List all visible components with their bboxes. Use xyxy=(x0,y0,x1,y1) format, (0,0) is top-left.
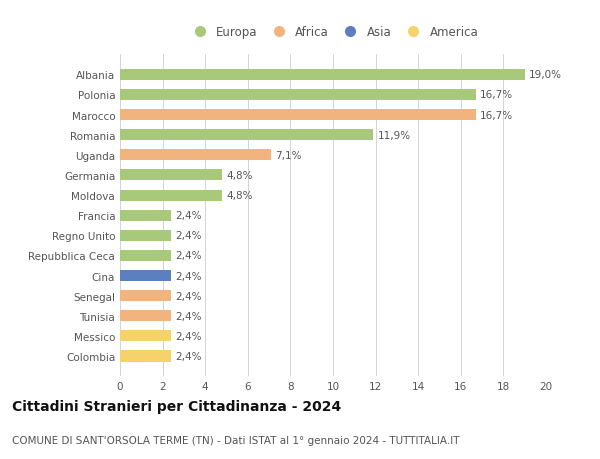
Text: 11,9%: 11,9% xyxy=(378,130,411,140)
Text: 2,4%: 2,4% xyxy=(175,351,202,361)
Text: 7,1%: 7,1% xyxy=(275,151,302,161)
Bar xyxy=(120,291,171,302)
Bar xyxy=(120,130,373,141)
Text: 2,4%: 2,4% xyxy=(175,231,202,241)
Bar xyxy=(120,250,171,262)
Legend: Europa, Africa, Asia, America: Europa, Africa, Asia, America xyxy=(184,22,482,42)
Bar xyxy=(120,330,171,341)
Text: 16,7%: 16,7% xyxy=(480,110,513,120)
Text: 2,4%: 2,4% xyxy=(175,291,202,301)
Text: 4,8%: 4,8% xyxy=(227,190,253,201)
Text: 2,4%: 2,4% xyxy=(175,211,202,221)
Text: 19,0%: 19,0% xyxy=(529,70,562,80)
Bar xyxy=(120,351,171,362)
Bar xyxy=(120,170,222,181)
Text: COMUNE DI SANT'ORSOLA TERME (TN) - Dati ISTAT al 1° gennaio 2024 - TUTTITALIA.IT: COMUNE DI SANT'ORSOLA TERME (TN) - Dati … xyxy=(12,435,460,445)
Text: 16,7%: 16,7% xyxy=(480,90,513,100)
Text: 2,4%: 2,4% xyxy=(175,311,202,321)
Bar xyxy=(120,311,171,322)
Text: 4,8%: 4,8% xyxy=(227,171,253,180)
Bar xyxy=(120,270,171,281)
Text: Cittadini Stranieri per Cittadinanza - 2024: Cittadini Stranieri per Cittadinanza - 2… xyxy=(12,399,341,413)
Bar xyxy=(120,190,222,201)
Text: 2,4%: 2,4% xyxy=(175,271,202,281)
Bar xyxy=(120,70,525,81)
Bar xyxy=(120,210,171,221)
Bar xyxy=(120,110,476,121)
Bar xyxy=(120,150,271,161)
Bar xyxy=(120,90,476,101)
Text: 2,4%: 2,4% xyxy=(175,251,202,261)
Bar xyxy=(120,230,171,241)
Text: 2,4%: 2,4% xyxy=(175,331,202,341)
